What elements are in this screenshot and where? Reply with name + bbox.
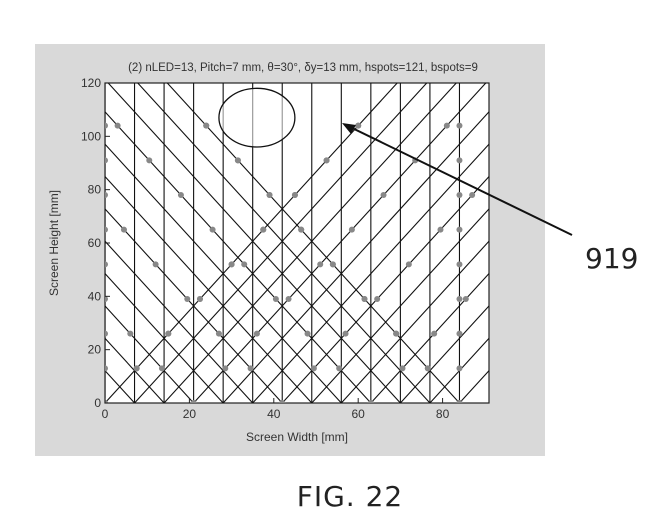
spot-113 [146, 157, 152, 163]
spot-25 [456, 296, 462, 302]
y-tick-label-1: 20 [88, 343, 102, 357]
spot-52 [399, 365, 405, 371]
spot-93 [210, 227, 216, 233]
spot-90 [437, 227, 443, 233]
y-tick-label-3: 60 [88, 236, 102, 250]
x-tick-label-0: 0 [102, 407, 109, 421]
y-tick-label-0: 0 [94, 396, 101, 410]
spot-50 [311, 365, 317, 371]
spot-58 [254, 331, 260, 337]
spot-21 [456, 365, 462, 371]
spot-80 [406, 261, 412, 267]
x-tick-label-1: 20 [183, 407, 197, 421]
x-axis-label: Screen Width [mm] [246, 430, 348, 444]
spot-68 [286, 296, 292, 302]
spot-88 [349, 227, 355, 233]
spot-103 [178, 192, 184, 198]
highlight-ellipse [219, 88, 295, 147]
spot-59 [127, 331, 133, 337]
spot-115 [235, 157, 241, 163]
spot-51 [248, 365, 254, 371]
spot-83 [241, 261, 247, 267]
spot-60 [343, 331, 349, 337]
spot-116 [355, 123, 361, 129]
spot-91 [121, 227, 127, 233]
spot-61 [216, 331, 222, 337]
spot-49 [159, 365, 165, 371]
spot-63 [305, 331, 311, 337]
spot-86 [260, 227, 266, 233]
spot-95 [298, 227, 304, 233]
x-tick-label-2: 40 [267, 407, 281, 421]
spot-78 [317, 261, 323, 267]
y-tick-label-6: 120 [81, 76, 101, 90]
spot-72 [463, 296, 469, 302]
callout-label-919: 919 [585, 242, 638, 275]
spot-96 [292, 192, 298, 198]
spot-65 [393, 331, 399, 337]
spot-118 [444, 123, 450, 129]
spot-81 [153, 261, 159, 267]
spot-100 [469, 192, 475, 198]
spot-105 [267, 192, 273, 198]
spot-76 [229, 261, 235, 267]
spot-73 [273, 296, 279, 302]
spot-27 [456, 261, 462, 267]
spot-85 [330, 261, 336, 267]
y-tick-label-5: 100 [81, 129, 101, 143]
spot-53 [336, 365, 342, 371]
y-tick-label-4: 80 [88, 183, 102, 197]
spot-62 [431, 331, 437, 337]
spot-71 [184, 296, 190, 302]
spot-35 [456, 123, 462, 129]
spot-98 [381, 192, 387, 198]
figure-caption: FIG. 22 [297, 480, 404, 513]
spot-70 [374, 296, 380, 302]
spot-31 [456, 192, 462, 198]
y-tick-label-2: 40 [88, 289, 102, 303]
spot-33 [456, 157, 462, 163]
spot-48 [222, 365, 228, 371]
spot-66 [197, 296, 203, 302]
spot-125 [203, 123, 209, 129]
spot-123 [115, 123, 121, 129]
x-tick-label-4: 80 [436, 407, 450, 421]
spot-56 [165, 331, 171, 337]
spot-23 [456, 331, 462, 337]
x-tick-label-3: 60 [352, 407, 366, 421]
spot-46 [134, 365, 140, 371]
spot-106 [324, 157, 330, 163]
chart-title: (2) nLED=13, Pitch=7 mm, θ=30°, δy=13 mm… [128, 62, 478, 74]
y-axis-label: Screen Height [mm] [47, 190, 61, 296]
spot-29 [456, 227, 462, 233]
spot-75 [362, 296, 368, 302]
spot-55 [425, 365, 431, 371]
